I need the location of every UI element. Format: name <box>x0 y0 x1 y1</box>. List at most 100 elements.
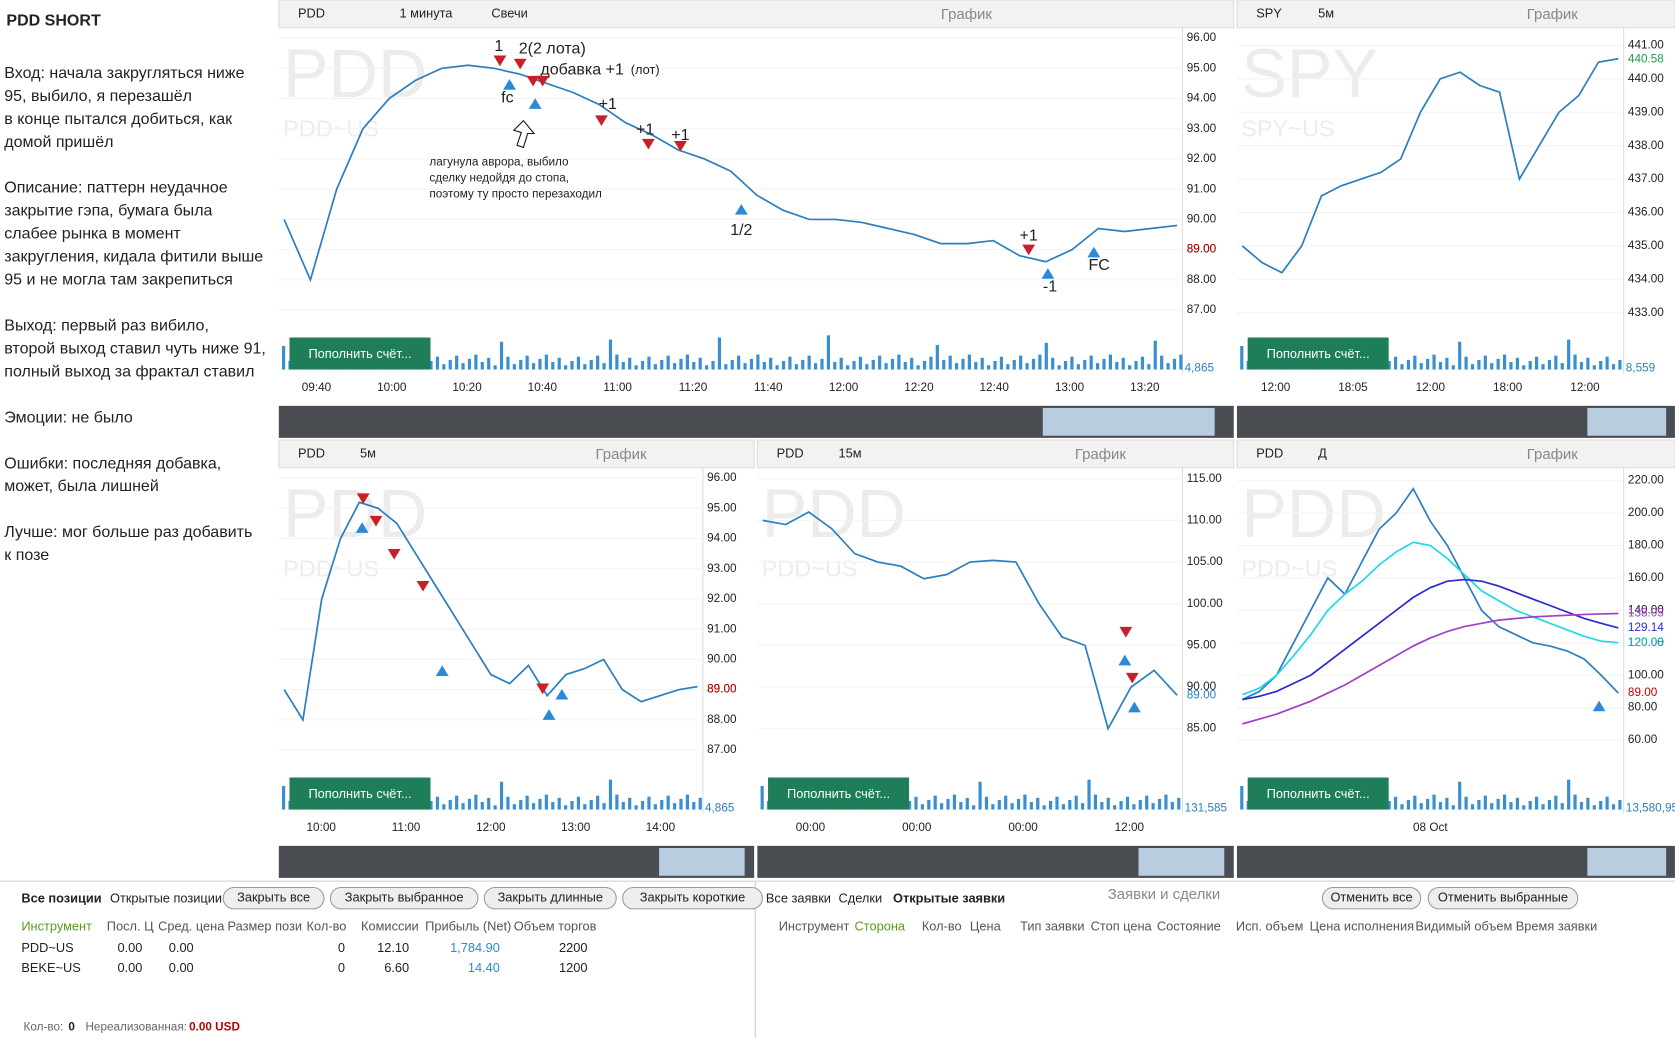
volume-bar <box>493 365 497 370</box>
x-tick-label: 13:00 <box>561 821 591 834</box>
action-button-label[interactable]: Отменить выбранные <box>1438 890 1568 905</box>
watermark-sub: SPY~US <box>1241 116 1334 142</box>
column-header[interactable]: Состояние <box>1157 918 1221 933</box>
volume-bar <box>1038 354 1042 370</box>
action-button[interactable] <box>483 886 617 910</box>
volume-bar <box>820 358 824 370</box>
note-line: Эмоции: не было <box>4 408 133 426</box>
action-button[interactable] <box>329 886 479 910</box>
volume-bar <box>1128 365 1132 370</box>
deposit-button[interactable] <box>289 777 431 810</box>
deposit-button[interactable] <box>1247 777 1389 810</box>
volume-bar <box>1573 354 1577 370</box>
volume-bar <box>959 802 963 810</box>
trade-marker <box>416 580 430 592</box>
column-header[interactable]: Инструмент <box>21 918 92 933</box>
action-button-label[interactable]: Закрыть все <box>237 890 310 905</box>
orders-tab[interactable]: Открытые заявки <box>893 891 1005 906</box>
column-header[interactable]: Сред. цена <box>158 918 225 933</box>
interval-select[interactable]: 1 минута <box>400 5 454 20</box>
volume-label: 8,559 <box>1626 362 1655 375</box>
column-header[interactable]: Исп. объем <box>1236 918 1304 933</box>
table-cell: 14.40 <box>468 960 500 975</box>
table-cell: 1200 <box>559 960 587 975</box>
action-button[interactable] <box>1321 886 1422 910</box>
interval-select[interactable]: Д <box>1318 445 1327 460</box>
volume-bar <box>1567 779 1571 810</box>
y-tick-label: 220.00 <box>1628 474 1664 487</box>
symbol-select[interactable]: PDD <box>298 445 325 460</box>
volume-bar <box>717 337 722 370</box>
column-header[interactable]: Цена исполнения <box>1310 918 1415 933</box>
y-tick-label: 140.00 <box>1628 603 1664 616</box>
deposit-button-label[interactable]: Пополнить счёт... <box>308 346 411 361</box>
orders-tab[interactable]: Сделки <box>839 891 883 906</box>
volume-bar <box>1426 798 1430 810</box>
column-header[interactable]: Видимый объем <box>1415 918 1512 933</box>
interval-select[interactable]: 5м <box>1318 5 1334 20</box>
note-line: домой пришёл <box>4 133 113 151</box>
column-header[interactable]: Инструмент <box>779 918 850 933</box>
volume-bar <box>833 362 837 370</box>
column-header[interactable]: Цена <box>970 918 1002 933</box>
style-select[interactable]: Свечи <box>491 5 527 20</box>
volume-bar <box>621 802 625 810</box>
action-button[interactable] <box>1427 886 1579 910</box>
y-tick-label: 96.00 <box>1187 31 1217 44</box>
column-header[interactable]: Сторона <box>855 918 906 933</box>
volume-bar <box>589 359 593 370</box>
positions-tab[interactable]: Открытые позиции <box>110 891 222 906</box>
volume-bar <box>467 798 472 810</box>
action-button-label[interactable]: Закрыть короткие <box>640 890 745 905</box>
volume-bar <box>583 804 587 810</box>
deposit-button[interactable] <box>768 777 910 810</box>
x-tick-label: 18:05 <box>1338 381 1368 394</box>
column-header[interactable]: Размер пози <box>228 918 302 933</box>
deposit-button-label[interactable]: Пополнить счёт... <box>308 786 411 801</box>
x-tick-label: 12:00 <box>1570 381 1600 394</box>
orders-tab[interactable]: Все заявки <box>766 891 831 906</box>
interval-select[interactable]: 15м <box>839 445 862 460</box>
positions-tab[interactable]: Все позиции <box>21 891 101 906</box>
volume-bar <box>1044 342 1048 370</box>
volume-bar <box>972 805 976 810</box>
action-button-label[interactable]: Отменить все <box>1330 890 1412 905</box>
table-cell: 1,784.90 <box>450 940 500 955</box>
interval-select[interactable]: 5м <box>360 445 376 460</box>
deposit-button[interactable] <box>1247 337 1389 370</box>
symbol-select[interactable]: PDD <box>298 5 325 20</box>
column-header[interactable]: Прибыль (Net) <box>425 918 511 933</box>
note-line: Вход: начала закругляться ниже <box>4 64 244 82</box>
column-header[interactable]: Тип заявки <box>1020 918 1084 933</box>
symbol-select[interactable]: SPY <box>1256 5 1282 20</box>
symbol-select[interactable]: PDD <box>777 445 804 460</box>
column-header[interactable]: Стоп цена <box>1091 918 1153 933</box>
trade-annotation: +1 <box>636 121 654 139</box>
deposit-button-label[interactable]: Пополнить счёт... <box>787 786 890 801</box>
volume-bar <box>1102 358 1106 370</box>
annotation-note: поэтому ту просто перезаходил <box>429 187 602 200</box>
symbol-select[interactable]: PDD <box>1256 445 1283 460</box>
volume-bar <box>608 779 613 810</box>
volume-bar <box>692 362 696 370</box>
column-header[interactable]: Кол-во <box>922 918 962 933</box>
action-button-label[interactable]: Закрыть выбранное <box>345 890 464 905</box>
action-button[interactable] <box>222 886 325 910</box>
action-button-label[interactable]: Закрыть длинные <box>498 890 603 905</box>
deposit-button-label[interactable]: Пополнить счёт... <box>1267 346 1370 361</box>
column-header[interactable]: Посл. Ц <box>107 918 154 933</box>
column-header[interactable]: Время заявки <box>1516 918 1598 933</box>
deposit-button-label[interactable]: Пополнить счёт... <box>1267 786 1370 801</box>
column-header[interactable]: Кол-во <box>307 918 347 933</box>
column-header[interactable]: Объем торгов <box>514 918 597 933</box>
deposit-button[interactable] <box>289 337 431 370</box>
watermark: SPY <box>1241 36 1378 112</box>
volume-bar <box>557 357 561 370</box>
column-header[interactable]: Комиссии <box>361 918 419 933</box>
volume-bar <box>1579 362 1584 370</box>
volume-bar <box>1509 362 1513 370</box>
volume-bar <box>499 341 504 370</box>
action-button[interactable] <box>622 886 763 910</box>
volume-bar <box>1419 803 1423 810</box>
